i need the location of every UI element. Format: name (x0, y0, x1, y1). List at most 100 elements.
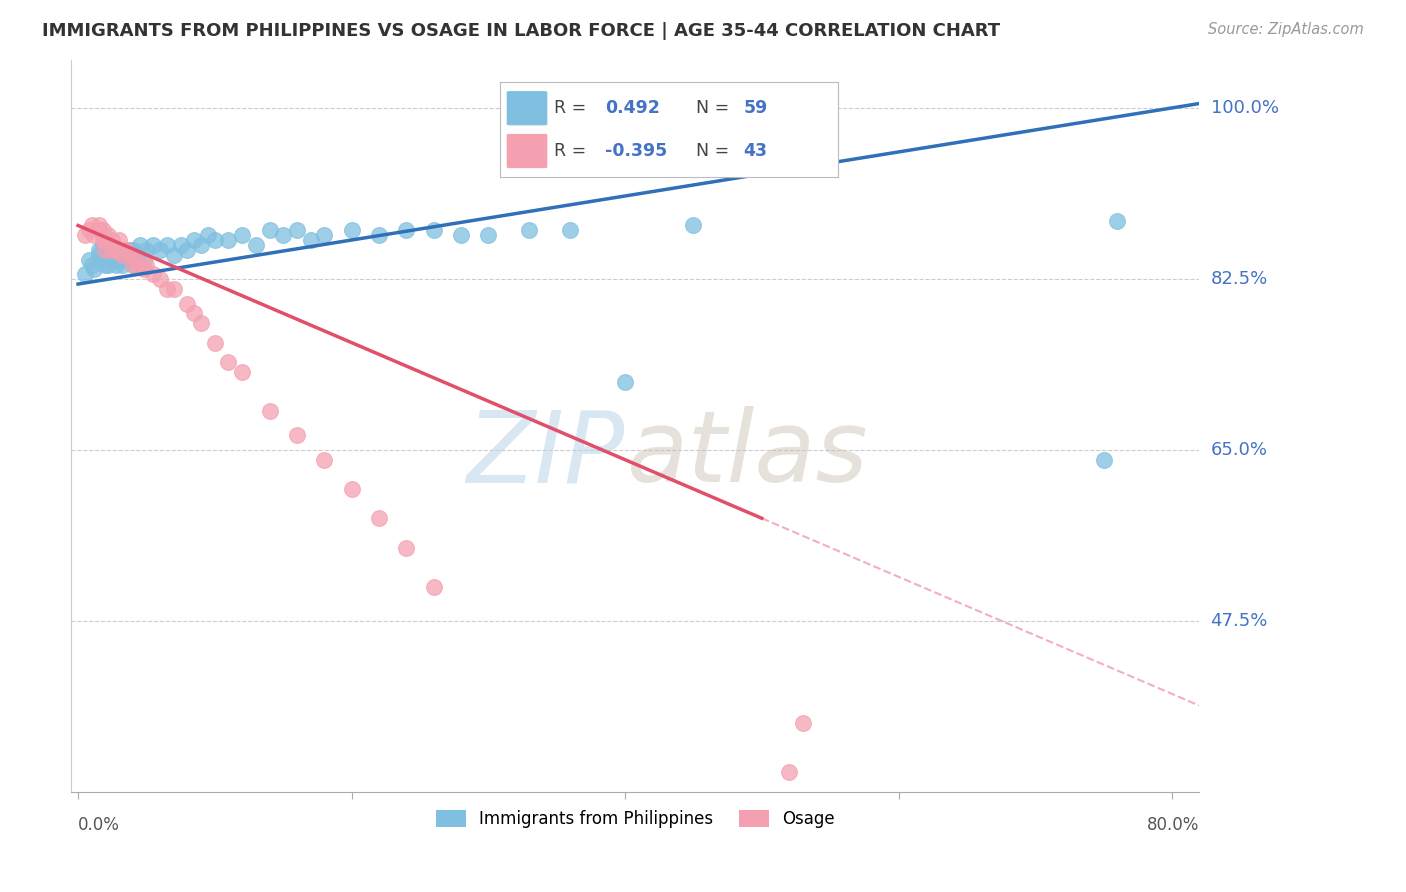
Point (614, 375, 637, 389)
Point (204, 335, 226, 350)
Point (314, 452, 336, 467)
Point (176, 296, 198, 310)
Point (218, 233, 240, 247)
Point (118, 248, 141, 262)
Point (450, 228, 472, 243)
Point (778, 764, 800, 779)
Point (105, 258, 128, 272)
Point (115, 243, 138, 257)
Point (1107, 213, 1129, 227)
Text: ZIP: ZIP (465, 407, 624, 503)
Point (314, 228, 336, 243)
Point (190, 238, 212, 252)
Point (77, 223, 100, 237)
Point (77, 252, 100, 267)
Point (156, 238, 179, 252)
Point (97, 258, 120, 272)
Point (368, 228, 391, 243)
Text: 65.0%: 65.0% (1211, 441, 1268, 459)
Point (87, 219, 110, 233)
Point (135, 243, 157, 257)
Point (128, 258, 150, 272)
Text: 47.5%: 47.5% (1211, 612, 1268, 630)
Point (91, 252, 114, 267)
Point (135, 258, 157, 272)
Point (87, 223, 110, 237)
Point (299, 233, 322, 247)
Point (94, 233, 117, 247)
Point (477, 228, 499, 243)
Point (108, 243, 131, 257)
Point (422, 580, 444, 594)
Point (792, 716, 814, 731)
Point (231, 365, 253, 379)
Point (111, 248, 134, 262)
Point (101, 243, 124, 257)
Point (132, 252, 155, 267)
Point (101, 233, 124, 247)
Point (115, 252, 138, 267)
Point (108, 252, 131, 267)
Text: IMMIGRANTS FROM PHILIPPINES VS OSAGE IN LABOR FORCE | AGE 35-44 CORRELATION CHAR: IMMIGRANTS FROM PHILIPPINES VS OSAGE IN … (42, 22, 1000, 40)
Point (111, 258, 134, 272)
Point (183, 233, 205, 247)
Text: 0.0%: 0.0% (79, 816, 120, 834)
Point (340, 223, 363, 237)
Text: 80.0%: 80.0% (1147, 816, 1199, 834)
Point (368, 511, 391, 525)
Text: Source: ZipAtlas.com: Source: ZipAtlas.com (1208, 22, 1364, 37)
Point (218, 355, 240, 369)
Text: atlas: atlas (627, 407, 869, 503)
Point (183, 306, 205, 320)
Point (97, 248, 120, 262)
Point (121, 243, 143, 257)
Point (125, 248, 148, 262)
Point (83, 262, 105, 277)
Text: 82.5%: 82.5% (1211, 270, 1268, 288)
Point (245, 238, 267, 252)
Point (121, 258, 143, 272)
Point (105, 248, 128, 262)
Point (395, 223, 418, 237)
Point (101, 252, 124, 267)
Point (169, 238, 191, 252)
Point (94, 258, 117, 272)
Point (115, 243, 138, 257)
Point (80, 219, 103, 233)
Point (422, 223, 444, 237)
Point (259, 404, 281, 418)
Point (285, 428, 308, 442)
Point (149, 243, 172, 257)
Point (87, 243, 110, 257)
Point (118, 243, 141, 257)
Text: 100.0%: 100.0% (1211, 99, 1278, 118)
Point (142, 238, 165, 252)
Point (111, 248, 134, 262)
Point (124, 252, 146, 267)
Point (73, 268, 96, 282)
Point (285, 223, 308, 237)
Point (231, 228, 253, 243)
Point (108, 243, 131, 257)
Point (108, 233, 131, 247)
Point (97, 228, 120, 243)
Point (91, 233, 114, 247)
Point (163, 282, 186, 296)
Point (128, 238, 150, 252)
Point (682, 219, 704, 233)
Point (176, 243, 198, 257)
Point (91, 238, 114, 252)
Point (190, 316, 212, 330)
Point (340, 482, 363, 496)
Legend: Immigrants from Philippines, Osage: Immigrants from Philippines, Osage (429, 803, 841, 834)
Point (156, 282, 179, 296)
Point (94, 243, 117, 257)
Point (259, 223, 281, 237)
Point (1092, 452, 1115, 467)
Point (87, 248, 110, 262)
Point (73, 228, 96, 243)
Point (101, 243, 124, 257)
Point (149, 272, 172, 286)
Point (517, 223, 540, 237)
Point (94, 243, 117, 257)
